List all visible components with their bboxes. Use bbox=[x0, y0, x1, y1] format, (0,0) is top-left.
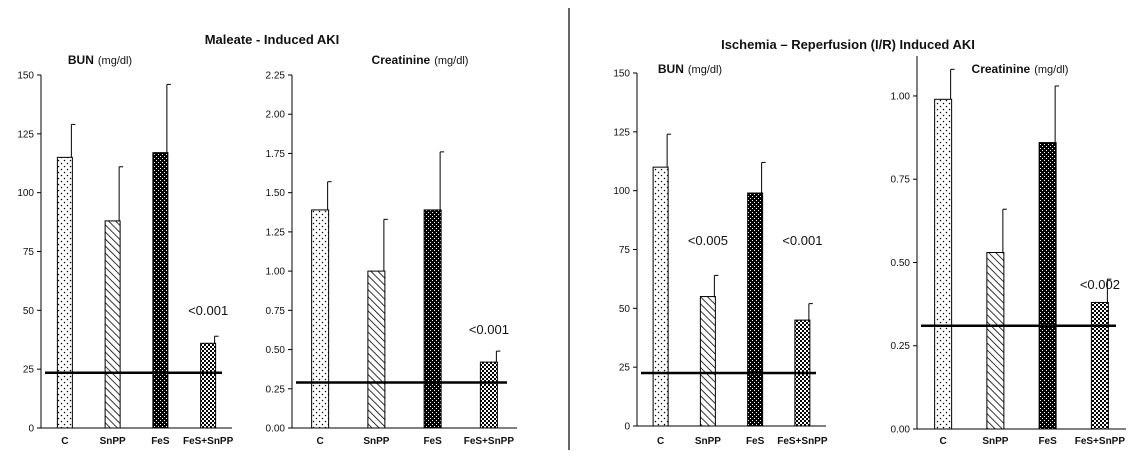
category-label: FeS bbox=[151, 436, 170, 447]
bar-snpp bbox=[104, 220, 121, 429]
y-tick-label: 0.25 bbox=[891, 341, 911, 352]
category-label: FeS+SnPP bbox=[1075, 436, 1126, 447]
chart-title-main: Creatinine bbox=[972, 62, 1031, 76]
y-tick-label: 50 bbox=[619, 304, 631, 315]
y-tick-label: 2.00 bbox=[266, 110, 286, 121]
chart-title: Creatinine (mg/dl) bbox=[972, 62, 1069, 76]
chart-title-unit: (mg/dl) bbox=[688, 64, 722, 76]
charts-group: BUN (mg/dl) 0 25 50 75 100 125 150 C SnPP FeS FeS+Sn… bbox=[17, 53, 1126, 447]
bar-c bbox=[311, 209, 330, 429]
chart-title: BUN (mg/dl) bbox=[658, 62, 722, 76]
bar-c bbox=[652, 166, 669, 427]
chart-1: Creatinine (mg/dl) 0.00 0.25 0.50 0.75 1.00 1.2… bbox=[266, 53, 517, 447]
chart-title-unit: (mg/dl) bbox=[434, 55, 468, 67]
y-tick-label: 100 bbox=[613, 186, 630, 197]
y-tick-label: 75 bbox=[23, 247, 35, 258]
chart-title-main: BUN bbox=[658, 62, 684, 76]
y-tick-label: 0.75 bbox=[266, 306, 286, 317]
bar-fes-snpp bbox=[200, 342, 217, 429]
chart-title-main: Creatinine bbox=[372, 53, 431, 67]
p-value-annotation: <0.005 bbox=[688, 233, 728, 248]
chart-title-unit: (mg/dl) bbox=[1034, 64, 1068, 76]
category-label: C bbox=[940, 436, 947, 447]
bar-fes-snpp bbox=[1090, 301, 1109, 430]
y-tick-label: 0 bbox=[624, 422, 630, 433]
bar-c bbox=[934, 98, 953, 430]
p-value-annotation: <0.001 bbox=[188, 303, 228, 318]
chart-3: Creatinine (mg/dl) 0.00 0.25 0.50 0.75 1.00 C Sn… bbox=[891, 56, 1126, 447]
bar-fes bbox=[423, 209, 442, 429]
category-label: SnPP bbox=[695, 436, 721, 447]
bar-fes-snpp bbox=[479, 361, 498, 429]
y-tick-label: 0.00 bbox=[266, 424, 286, 435]
y-tick-label: 0.75 bbox=[891, 175, 911, 186]
y-tick-label: 150 bbox=[613, 69, 630, 80]
category-label: FeS+SnPP bbox=[183, 436, 234, 447]
bar-fes bbox=[152, 152, 169, 429]
y-tick-label: 75 bbox=[619, 245, 631, 256]
bar-snpp bbox=[699, 296, 716, 427]
y-tick-label: 0.00 bbox=[891, 425, 911, 436]
category-label: SnPP bbox=[100, 436, 126, 447]
y-tick-label: 1.00 bbox=[266, 267, 286, 278]
category-label: SnPP bbox=[363, 436, 389, 447]
y-tick-label: 2.25 bbox=[266, 71, 286, 82]
category-label: SnPP bbox=[982, 436, 1008, 447]
y-tick-label: 0 bbox=[28, 424, 34, 435]
panel-title-maleate: Maleate - Induced AKI bbox=[205, 32, 340, 47]
y-tick-label: 125 bbox=[17, 129, 34, 140]
y-tick-label: 125 bbox=[613, 127, 630, 138]
y-tick-label: 100 bbox=[17, 188, 34, 199]
chart-0: BUN (mg/dl) 0 25 50 75 100 125 150 C SnPP FeS FeS+Sn… bbox=[17, 53, 233, 447]
y-tick-label: 1.25 bbox=[266, 227, 286, 238]
bar-fes bbox=[1038, 142, 1057, 430]
chart-title-main: BUN bbox=[68, 53, 94, 67]
category-label: FeS+SnPP bbox=[464, 436, 515, 447]
y-tick-label: 25 bbox=[23, 365, 35, 376]
bar-c bbox=[56, 156, 73, 429]
category-label: C bbox=[61, 436, 68, 447]
chart-2: BUN (mg/dl) 0 25 50 75 100 125 150 C SnPP FeS FeS+Sn… bbox=[613, 62, 828, 447]
category-label: FeS+SnPP bbox=[777, 436, 828, 447]
y-tick-label: 0.25 bbox=[266, 384, 286, 395]
p-value-annotation: <0.001 bbox=[782, 233, 822, 248]
y-tick-label: 1.50 bbox=[266, 188, 286, 199]
panel-title-ischemia: Ischemia – Reperfusion (I/R) Induced AKI bbox=[721, 37, 975, 52]
y-tick-label: 1.75 bbox=[266, 149, 286, 160]
y-tick-label: 50 bbox=[23, 306, 35, 317]
bar-snpp bbox=[986, 251, 1005, 430]
category-label: FeS bbox=[423, 436, 442, 447]
chart-title: BUN (mg/dl) bbox=[68, 53, 132, 67]
y-tick-label: 0.50 bbox=[266, 345, 286, 356]
y-tick-label: 150 bbox=[17, 71, 34, 82]
p-value-annotation: <0.001 bbox=[469, 322, 509, 337]
category-label: FeS bbox=[1038, 436, 1057, 447]
bar-fes bbox=[747, 192, 764, 427]
chart-title-unit: (mg/dl) bbox=[98, 55, 132, 67]
category-label: C bbox=[657, 436, 664, 447]
chart-title: Creatinine (mg/dl) bbox=[372, 53, 469, 67]
p-value-annotation: <0.002 bbox=[1080, 277, 1120, 292]
y-tick-label: 25 bbox=[619, 363, 631, 374]
category-label: C bbox=[317, 436, 324, 447]
category-label: FeS bbox=[746, 436, 765, 447]
bar-snpp bbox=[367, 270, 386, 429]
y-tick-label: 0.50 bbox=[891, 258, 911, 269]
y-tick-label: 1.00 bbox=[891, 91, 911, 102]
